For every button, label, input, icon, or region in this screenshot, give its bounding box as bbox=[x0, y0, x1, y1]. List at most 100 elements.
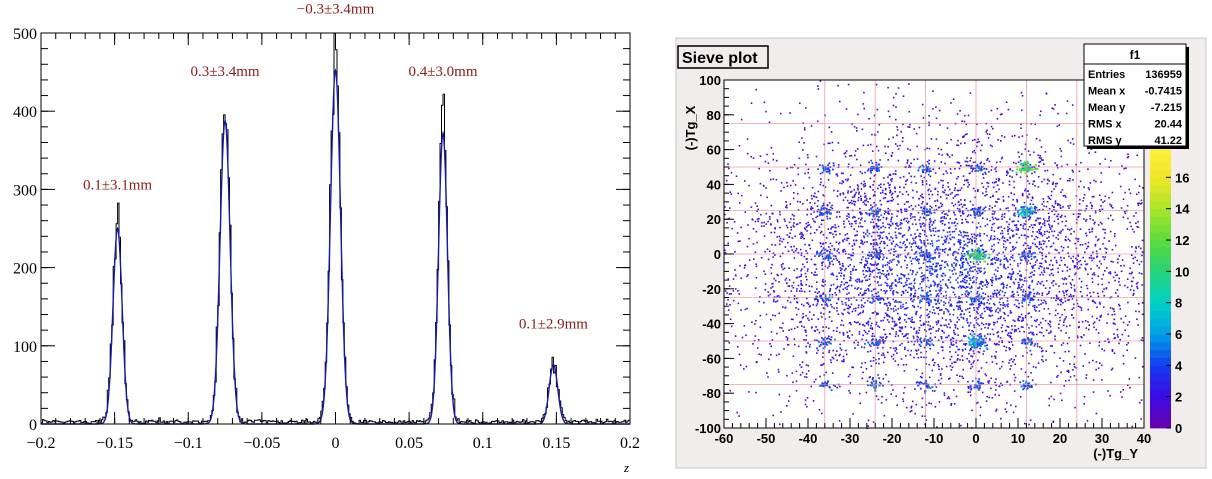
event-point bbox=[923, 225, 925, 227]
event-point bbox=[932, 263, 935, 265]
event-point bbox=[1096, 264, 1098, 267]
event-point bbox=[958, 234, 960, 236]
event-point bbox=[1017, 220, 1019, 223]
event-point bbox=[828, 311, 831, 313]
event-point bbox=[1003, 258, 1006, 261]
event-point bbox=[940, 267, 942, 269]
event-point bbox=[862, 231, 865, 234]
event-point bbox=[960, 241, 962, 244]
event-point bbox=[756, 210, 758, 212]
event-point bbox=[975, 322, 978, 324]
event-point bbox=[870, 255, 873, 257]
event-point bbox=[1102, 243, 1104, 245]
event-point bbox=[1021, 278, 1023, 281]
event-point bbox=[944, 251, 946, 253]
event-point bbox=[961, 218, 963, 221]
event-point bbox=[957, 252, 959, 254]
event-point bbox=[1003, 264, 1005, 267]
event-point bbox=[929, 208, 931, 210]
event-point bbox=[962, 368, 964, 371]
event-point bbox=[920, 251, 923, 254]
event-point bbox=[1012, 198, 1014, 201]
event-point bbox=[1039, 262, 1041, 265]
event-point bbox=[839, 385, 841, 388]
event-point bbox=[1111, 191, 1114, 194]
event-point bbox=[1024, 223, 1027, 226]
event-point bbox=[953, 189, 956, 191]
event-point bbox=[808, 305, 811, 308]
event-point bbox=[873, 194, 876, 196]
event-point bbox=[865, 260, 867, 262]
event-point bbox=[863, 329, 866, 332]
event-point bbox=[921, 275, 924, 277]
event-point bbox=[993, 243, 995, 246]
event-point bbox=[1012, 272, 1015, 274]
event-point bbox=[961, 375, 963, 378]
event-point bbox=[816, 292, 819, 294]
event-point bbox=[1013, 193, 1016, 196]
event-point bbox=[813, 232, 816, 234]
event-point bbox=[776, 300, 779, 302]
event-point bbox=[805, 364, 808, 366]
event-point bbox=[877, 272, 879, 274]
event-point bbox=[950, 343, 952, 346]
event-point bbox=[1032, 267, 1034, 269]
event-point bbox=[838, 211, 841, 213]
event-point bbox=[872, 231, 874, 234]
event-point bbox=[771, 286, 774, 288]
event-point bbox=[1024, 316, 1027, 319]
event-point bbox=[1114, 279, 1116, 282]
event-point bbox=[921, 196, 923, 198]
event-point bbox=[873, 180, 875, 183]
event-point bbox=[1030, 275, 1032, 278]
event-point bbox=[986, 395, 988, 398]
event-point bbox=[1103, 295, 1105, 297]
event-point bbox=[865, 264, 868, 266]
event-point bbox=[850, 191, 852, 193]
event-point bbox=[957, 308, 959, 310]
event-point bbox=[911, 273, 913, 275]
event-point bbox=[959, 307, 961, 309]
event-point bbox=[860, 239, 863, 242]
event-point bbox=[853, 125, 856, 128]
event-point bbox=[979, 347, 981, 350]
event-point bbox=[903, 218, 905, 221]
event-point bbox=[986, 193, 988, 196]
event-point bbox=[1099, 303, 1101, 305]
event-point bbox=[1046, 220, 1049, 222]
event-point bbox=[921, 415, 924, 417]
event-point bbox=[1111, 313, 1114, 316]
event-point bbox=[877, 234, 879, 237]
event-point bbox=[738, 353, 741, 356]
event-point bbox=[935, 208, 938, 211]
event-point bbox=[822, 307, 825, 309]
event-point bbox=[922, 277, 925, 280]
event-point bbox=[925, 269, 928, 272]
event-point bbox=[1068, 299, 1070, 301]
event-point bbox=[1083, 334, 1085, 336]
event-point bbox=[800, 320, 803, 323]
event-point bbox=[949, 339, 952, 342]
event-point bbox=[750, 206, 753, 208]
event-point bbox=[996, 238, 999, 240]
event-point bbox=[954, 324, 957, 327]
event-point bbox=[968, 172, 971, 175]
event-point bbox=[967, 387, 970, 390]
event-point bbox=[895, 236, 897, 239]
event-point bbox=[937, 235, 940, 238]
event-point bbox=[1062, 206, 1064, 208]
event-point bbox=[948, 227, 950, 229]
event-point bbox=[840, 349, 843, 351]
event-point bbox=[891, 152, 894, 154]
event-point bbox=[839, 194, 842, 196]
event-point bbox=[923, 242, 926, 244]
event-point bbox=[822, 363, 825, 365]
event-point bbox=[1028, 218, 1030, 221]
event-point bbox=[990, 387, 992, 390]
event-point bbox=[953, 243, 956, 246]
event-point bbox=[1007, 332, 1010, 335]
event-point bbox=[990, 307, 993, 309]
event-point bbox=[888, 287, 891, 289]
event-point bbox=[1041, 254, 1044, 257]
event-point bbox=[1138, 185, 1141, 187]
